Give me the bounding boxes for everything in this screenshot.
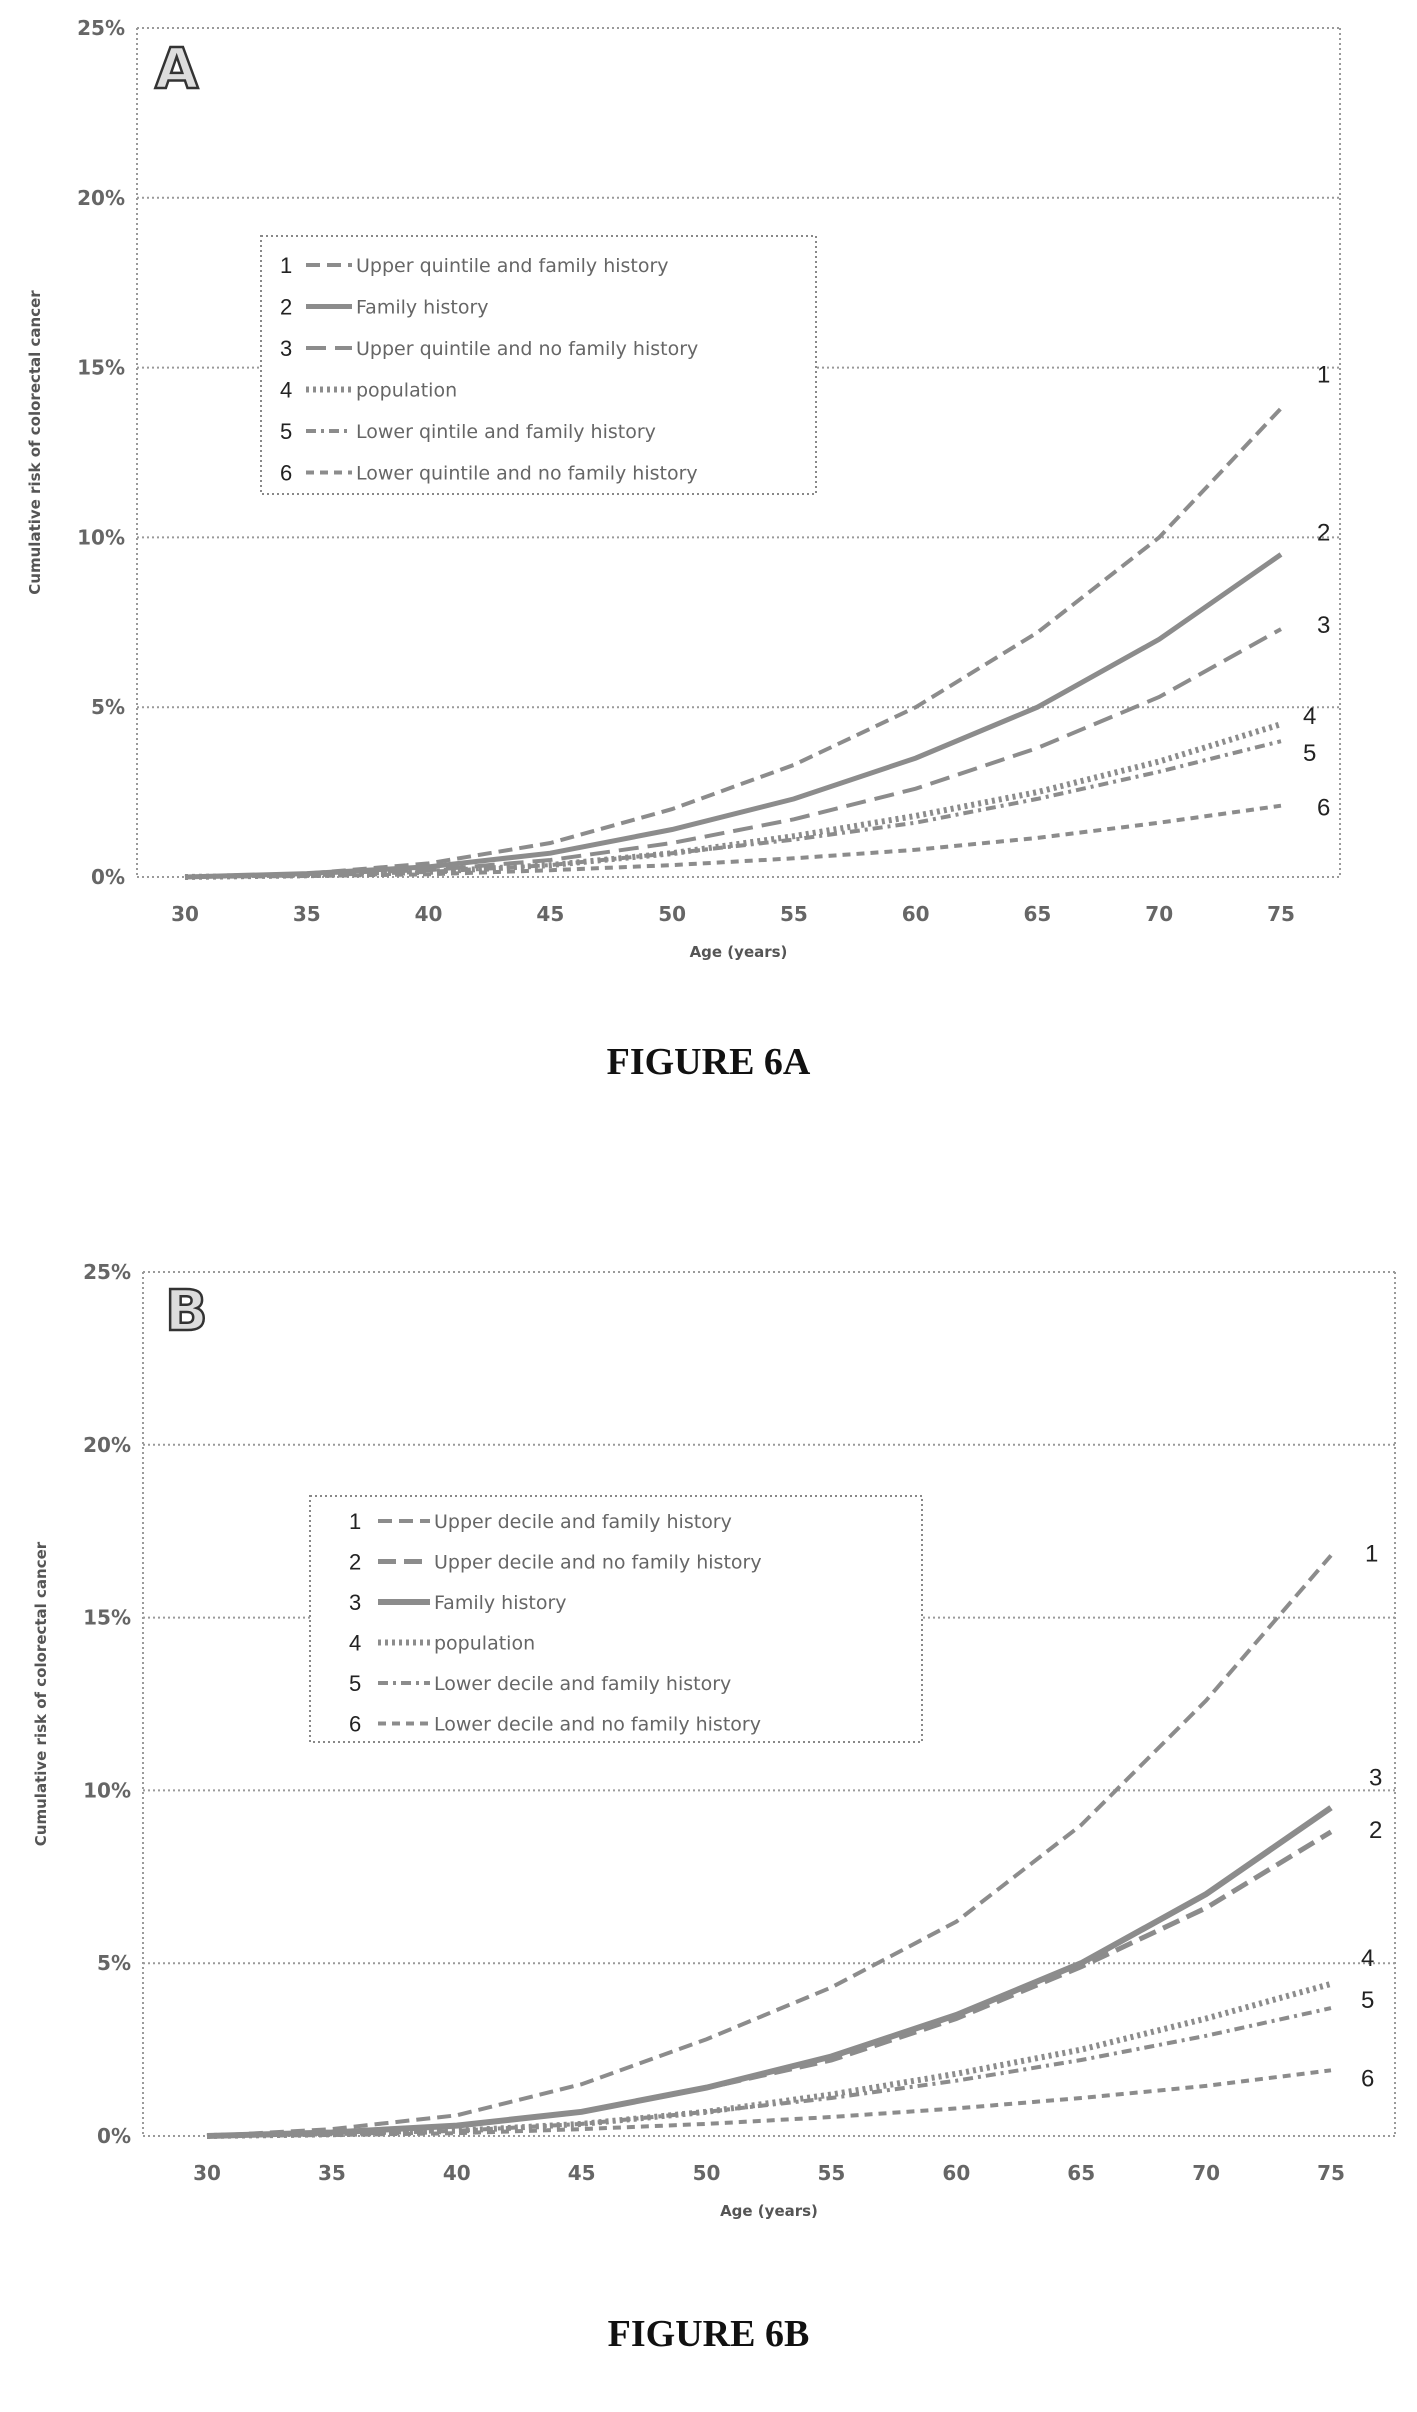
x-tick-label: 30 <box>193 2161 221 2185</box>
legend-number: 2 <box>280 295 292 320</box>
x-tick-label: 70 <box>1145 902 1173 926</box>
series-end-label-6: 6 <box>1361 2065 1374 2092</box>
y-tick-label: 20% <box>83 1433 131 1457</box>
y-tick-label: 10% <box>83 1778 131 1802</box>
x-tick-label: 65 <box>1024 902 1052 926</box>
series-line-4 <box>206 1981 1332 2139</box>
y-tick-label: 5% <box>97 1951 131 1975</box>
chart-panel-a: 0%5%10%15%20%25%30 35 40 45 50 55 60 65 70 75Age … <box>26 16 1341 961</box>
legend-number: 3 <box>349 1590 361 1615</box>
x-tick-label: 55 <box>780 902 808 926</box>
legend-number: 4 <box>280 378 292 403</box>
legend: 1 Upper quintile and family history 2 Famil… <box>260 235 817 495</box>
series-end-label-2: 2 <box>1369 1817 1382 1844</box>
panel-letter: B <box>165 1279 208 1344</box>
x-tick-label: 45 <box>536 902 564 926</box>
legend-entry: Upper decile and no family history <box>434 1552 762 1574</box>
series-line-1 <box>184 407 1283 879</box>
series-line-1 <box>206 1554 1333 2138</box>
x-axis-title: Age (years) <box>690 943 788 961</box>
legend-entry: Lower decile and no family history <box>434 1714 761 1736</box>
y-tick-label: 20% <box>77 186 125 210</box>
legend-entry: population <box>434 1633 535 1655</box>
x-tick-label: 35 <box>318 2161 346 2185</box>
y-tick-label: 10% <box>77 525 125 549</box>
legend-number: 6 <box>349 1712 361 1737</box>
panel-letter: A <box>155 37 199 102</box>
y-tick-label: 25% <box>77 16 125 40</box>
y-axis-title: Cumulative risk of colorectal cancer <box>26 290 44 595</box>
legend-number: 5 <box>280 419 292 444</box>
legend-number: 4 <box>349 1631 361 1656</box>
legend-number: 1 <box>349 1509 361 1534</box>
series-end-label-5: 5 <box>1361 1987 1374 2014</box>
series-end-label-3: 3 <box>1369 1765 1382 1792</box>
y-axis-title: Cumulative risk of colorectal cancer <box>32 1541 50 1846</box>
legend-box <box>260 235 817 495</box>
series-end-label-4: 4 <box>1361 1945 1374 1972</box>
series-end-label-6: 6 <box>1317 795 1330 822</box>
y-tick-label: 5% <box>91 695 125 719</box>
series-line-3 <box>184 627 1282 879</box>
x-tick-label: 55 <box>818 2161 846 2185</box>
legend-entry: Upper quintile and family history <box>356 255 669 277</box>
legend-entry: Upper quintile and no family history <box>356 338 698 360</box>
legend-entry: Lower quintile and no family history <box>356 463 698 485</box>
x-tick-label: 35 <box>293 902 321 926</box>
legend-number: 2 <box>349 1550 361 1575</box>
x-tick-label: 40 <box>415 902 443 926</box>
legend-box <box>309 1495 923 1743</box>
x-tick-label: 40 <box>443 2161 471 2185</box>
series-end-label-5: 5 <box>1303 740 1316 767</box>
y-tick-label: 0% <box>97 2124 131 2148</box>
legend-number: 5 <box>349 1671 361 1696</box>
x-tick-label: 75 <box>1317 2161 1345 2185</box>
legend-entry: Family history <box>356 297 489 319</box>
figure-6a-caption: FIGURE 6A <box>606 1041 811 1083</box>
y-tick-label: 15% <box>83 1606 131 1630</box>
legend-entry: Lower decile and family history <box>434 1673 731 1695</box>
x-tick-label: 45 <box>568 2161 596 2185</box>
x-tick-label: 75 <box>1267 902 1295 926</box>
series-end-label-1: 1 <box>1317 361 1330 388</box>
series-line-6 <box>206 2068 1332 2138</box>
x-tick-label: 60 <box>942 2161 970 2185</box>
series-end-label-2: 2 <box>1317 519 1330 546</box>
series-line-3 <box>206 1805 1333 2139</box>
series-end-label-4: 4 <box>1303 703 1316 730</box>
x-tick-label: 65 <box>1067 2161 1095 2185</box>
legend-entry: Lower qintile and family history <box>356 421 656 443</box>
legend-number: 6 <box>280 461 292 486</box>
series-end-label-1: 1 <box>1365 1540 1378 1567</box>
x-tick-label: 70 <box>1192 2161 1220 2185</box>
series-line-5 <box>184 739 1282 879</box>
x-tick-label: 50 <box>658 902 686 926</box>
legend-entry: Upper decile and family history <box>434 1511 732 1533</box>
series-line-2 <box>184 552 1283 880</box>
series-line-6 <box>184 803 1282 879</box>
x-tick-label: 50 <box>693 2161 721 2185</box>
series-line-4 <box>184 721 1282 880</box>
y-tick-label: 15% <box>77 356 125 380</box>
legend: 1 Upper decile and family history 2 Upper d… <box>309 1495 923 1743</box>
legend-entry: Family history <box>434 1592 567 1614</box>
x-axis-title: Age (years) <box>720 2202 818 2220</box>
y-tick-label: 25% <box>83 1260 131 1284</box>
chart-panel-b: 0%5%10%15%20%25%30 35 40 45 50 55 60 65 70 75Age … <box>32 1260 1396 2220</box>
legend-number: 1 <box>280 253 292 278</box>
x-tick-label: 30 <box>171 902 199 926</box>
x-tick-label: 60 <box>902 902 930 926</box>
y-tick-label: 0% <box>91 865 125 889</box>
legend-number: 3 <box>280 336 292 361</box>
series-end-label-3: 3 <box>1317 612 1330 639</box>
legend-entry: population <box>356 380 457 402</box>
figure-6b-caption: FIGURE 6B <box>607 2313 810 2355</box>
